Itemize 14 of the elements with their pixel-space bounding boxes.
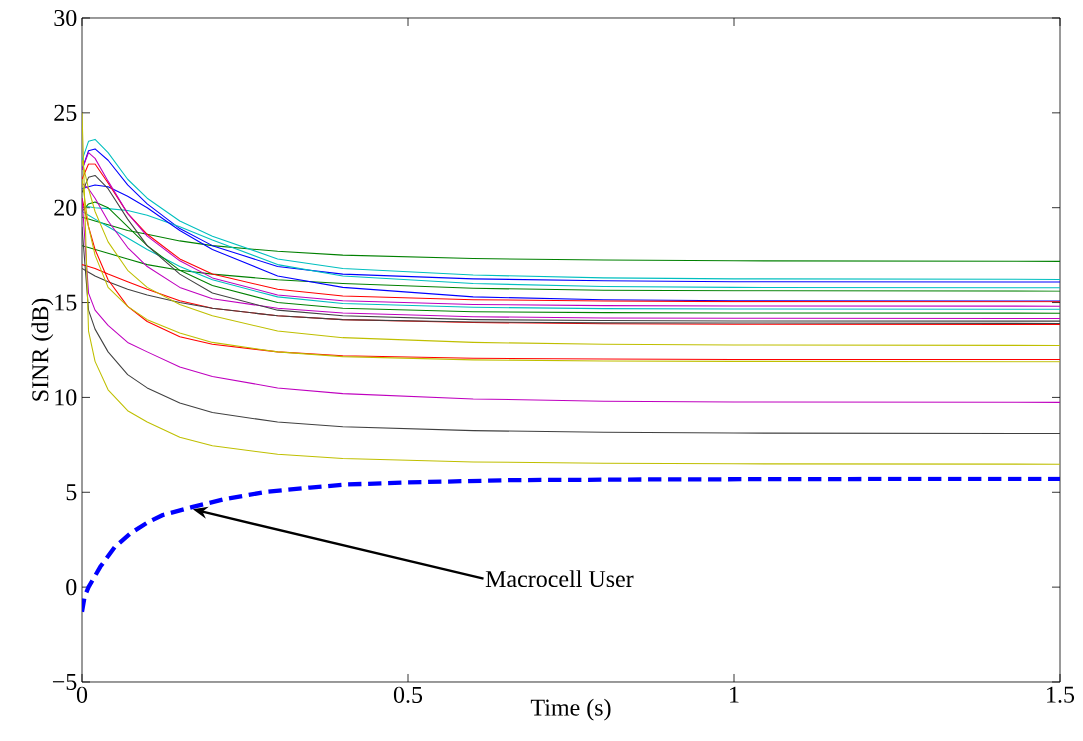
y-tick-label: 30 [54,9,77,27]
x-tick-label: 1.5 [1047,686,1075,703]
x-axis-title: Time (s) [530,698,611,721]
y-tick-label: 20 [54,199,77,216]
annotation: Macrocell User [485,570,634,588]
x-tick-label: 0.5 [393,686,423,703]
y-tick-label: 10 [55,389,77,406]
y-tick-label: 15 [55,294,77,311]
y-tick-label: 25 [54,104,77,121]
y-tick-label: 0 [66,579,77,596]
x-tick-label: 1 [730,686,739,703]
y-tick-label: 5 [66,484,77,501]
y-tick-label: −5 [52,674,77,690]
y-axis-title: SINR (dB) [31,298,54,401]
